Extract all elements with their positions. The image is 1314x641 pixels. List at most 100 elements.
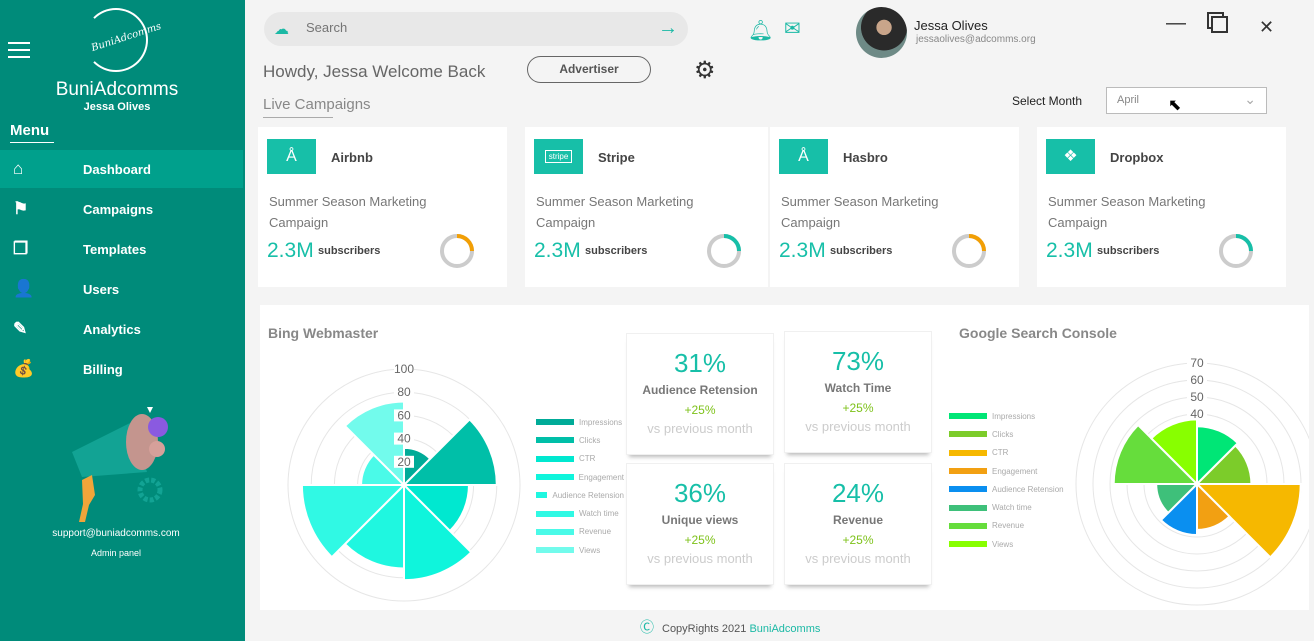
sidebar-item-users[interactable]: 👤 Users [0,270,243,308]
legend-item[interactable]: Revenue [949,517,1064,535]
legend-item[interactable]: Audience Retension [949,480,1064,498]
legend-label: CTR [579,454,596,464]
google-chart-title: Google Search Console [959,325,1117,341]
tick-label-bg [394,386,414,399]
close-icon[interactable]: ✕ [1259,17,1275,37]
campaign-card[interactable]: ❖ Dropbox Summer Season Marketing Campai… [1037,127,1286,287]
subscriber-count: 2.3M [1046,239,1093,262]
sidebar-user-name: Jessa Olives [83,101,151,113]
support-email[interactable]: support@buniadcomms.com [52,528,180,539]
month-select[interactable]: April ⌄ [1106,87,1267,114]
sidebar-item-campaigns[interactable]: ⚑ Campaigns [0,190,243,228]
campaign-description: Summer Season Marketing Campaign [269,194,427,230]
campaign-card[interactable]: stripe Stripe Summer Season Marketing Ca… [525,127,768,287]
money-bag-icon: 💰 [13,359,35,378]
legend-item[interactable]: Impressions [536,413,624,431]
polar-wedge-ctr[interactable] [1194,483,1302,559]
polar-wedge-engagement[interactable] [403,482,473,582]
admin-panel-label: Admin panel [90,548,142,558]
polar-wedge-revenue[interactable] [1112,423,1200,485]
legend-swatch [536,492,548,499]
campaign-name: Hasbro [843,150,888,165]
polar-wedge-audience-retension[interactable] [343,482,405,570]
legend-label: Impressions [992,411,1036,421]
legend-label: Revenue [992,521,1025,531]
stat-value: 24% [831,478,885,508]
campaign-description: Summer Season Marketing Campaign [536,194,694,230]
stat-value: 31% [673,348,727,378]
bell-icon[interactable]: 🔔︎ [748,20,774,42]
tick-label-bg [394,432,414,445]
sidebar: BuniAdcomms BuniAdcomms Jessa Olives Men… [0,0,245,641]
arrow-right-icon[interactable]: → [658,17,678,39]
legend-item[interactable]: Watch time [536,504,624,522]
stat-value: 73% [831,346,885,376]
minimize-icon[interactable]: — [1166,12,1186,34]
footer-brand[interactable]: BuniAdcomms [749,623,821,635]
hasbro-logo-icon: Å [779,139,828,174]
legend-item[interactable]: Watch time [949,498,1064,516]
sidebar-item-billing[interactable]: 💰 Billing [0,350,243,388]
subscriber-count: 2.3M [267,239,314,262]
campaign-description: Summer Season Marketing Campaign [781,194,939,230]
bing-polar-chart: 20 40 60 80 100 [287,362,521,602]
logo-text: BuniAdcomms [90,21,163,54]
subscriber-count: 2.3M [534,239,581,262]
legend-item[interactable]: Clicks [949,425,1064,443]
logo-glyph: stripe [544,150,573,163]
analytics-panel: Bing Webmaster Google Search Console 20 4… [260,305,1309,610]
legend-swatch [949,431,987,438]
progress-arc [952,234,986,268]
sidebar-item-dashboard[interactable]: ⌂ Dashboard [0,150,243,188]
mouse-cursor-icon: ⬉ [1168,97,1182,114]
megaphone-illustration [72,407,168,522]
search-input[interactable] [306,20,636,35]
stat-label: Unique views [661,513,739,527]
hamburger-menu-icon[interactable] [8,42,30,58]
maximize-icon[interactable] [1211,16,1228,33]
polar-wedge-audience-retension[interactable] [1159,481,1198,537]
campaign-progress-donut [440,234,474,268]
stat-period: vs previous month [647,551,753,566]
legend-item[interactable]: Clicks [536,431,624,449]
mail-icon[interactable]: ✉ [784,18,801,40]
polar-wedge-watch-time[interactable] [300,484,407,559]
footer: Ⓒ CopyRights 2021 BuniAdcomms [640,617,820,637]
avatar[interactable] [856,7,907,58]
sidebar-item-label: Billing [83,361,123,377]
google-legend: Impressions Clicks CTR Engagement Audience R… [949,407,1064,553]
subscriber-unit: subscribers [830,245,893,257]
stat-card: 36% Unique views +25% vs previous month [626,463,774,585]
tick-label: 60 [397,408,411,422]
tick-label: 60 [1190,373,1204,387]
legend-item[interactable]: Views [949,535,1064,553]
legend-item[interactable]: Views [536,541,624,559]
legend-item[interactable]: Engagement [949,462,1064,480]
legend-item[interactable]: Impressions [949,407,1064,425]
tick-label-bg [1187,374,1207,386]
legend-swatch [949,413,987,420]
sidebar-item-label: Campaigns [83,201,154,217]
sidebar-item-analytics[interactable]: ✎ Analytics [0,310,243,348]
brand-name: BuniAdcomms [55,79,179,100]
campaign-card[interactable]: Å Hasbro Summer Season Marketing Campaig… [770,127,1019,287]
polar-wedge-views[interactable] [343,400,405,488]
legend-label: Clicks [992,429,1014,439]
legend-item[interactable]: CTR [949,444,1064,462]
select-month-label: Select Month [1012,94,1083,108]
sidebar-item-templates[interactable]: ❐ Templates [0,230,243,268]
campaign-description: Summer Season Marketing Campaign [1048,194,1206,230]
bing-legend: Impressions Clicks CTR Engagement Audience R… [536,413,624,559]
legend-label: Clicks [579,435,601,445]
legend-item[interactable]: Audience Retension [536,486,624,504]
legend-item[interactable]: Revenue [536,523,624,541]
campaign-card[interactable]: Å Airbnb Summer Season Marketing Campaig… [258,127,507,287]
legend-swatch [536,510,574,517]
legend-item[interactable]: Engagement [536,468,624,486]
advertiser-button[interactable]: Advertiser [527,56,651,83]
legend-swatch [949,522,987,529]
gear-icon[interactable]: ⚙ [694,57,716,84]
polar-wedge-clicks[interactable] [401,417,498,486]
analytics-icon: ✎ [13,319,28,338]
legend-item[interactable]: CTR [536,450,624,468]
